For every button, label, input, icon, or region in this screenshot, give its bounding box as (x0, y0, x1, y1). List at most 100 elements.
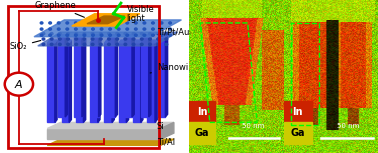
Circle shape (74, 34, 77, 36)
Bar (104, 43, 112, 122)
Polygon shape (82, 35, 84, 117)
Polygon shape (87, 16, 125, 24)
Circle shape (132, 43, 135, 45)
Polygon shape (91, 35, 101, 37)
Bar (76, 43, 84, 122)
Circle shape (42, 38, 45, 40)
Circle shape (165, 38, 167, 40)
Circle shape (116, 38, 118, 40)
Polygon shape (147, 40, 157, 43)
Bar (91, 37, 99, 117)
Bar (124, 37, 132, 117)
Circle shape (49, 34, 51, 36)
Polygon shape (47, 139, 174, 145)
Circle shape (57, 28, 60, 30)
Circle shape (152, 22, 154, 24)
Text: Ga: Ga (195, 128, 209, 138)
Circle shape (100, 34, 103, 36)
Polygon shape (141, 40, 143, 122)
Polygon shape (38, 32, 178, 46)
Polygon shape (132, 35, 134, 117)
Circle shape (50, 38, 53, 40)
Circle shape (152, 28, 154, 30)
Circle shape (149, 33, 151, 35)
Bar (147, 43, 155, 122)
Circle shape (74, 22, 77, 24)
Polygon shape (166, 35, 168, 117)
Bar (119, 43, 126, 122)
Circle shape (165, 33, 167, 35)
Bar (284, 122, 312, 144)
Circle shape (83, 28, 86, 30)
Polygon shape (161, 122, 174, 139)
Polygon shape (115, 35, 118, 117)
Circle shape (83, 33, 86, 35)
Circle shape (49, 28, 51, 30)
Circle shape (165, 43, 167, 45)
Circle shape (157, 33, 160, 35)
Polygon shape (99, 35, 101, 117)
Circle shape (108, 43, 110, 45)
Text: 50 nm: 50 nm (336, 123, 359, 129)
Polygon shape (155, 40, 157, 122)
Text: Si: Si (157, 122, 164, 131)
Circle shape (143, 34, 146, 36)
Circle shape (57, 22, 60, 24)
Circle shape (99, 33, 102, 35)
Circle shape (67, 38, 69, 40)
Text: Ga: Ga (290, 128, 305, 138)
Circle shape (74, 28, 77, 30)
Circle shape (100, 28, 103, 30)
Bar (57, 37, 65, 117)
Circle shape (117, 28, 120, 30)
Circle shape (108, 38, 110, 40)
Circle shape (169, 34, 171, 36)
Circle shape (91, 43, 94, 45)
Circle shape (83, 22, 86, 24)
Circle shape (50, 33, 53, 35)
Bar (8, 6, 159, 148)
Text: $A$: $A$ (14, 78, 23, 90)
Circle shape (75, 43, 77, 45)
Polygon shape (84, 40, 86, 122)
Text: Visible
light: Visible light (127, 5, 154, 23)
Circle shape (42, 33, 45, 35)
Circle shape (5, 73, 33, 96)
Circle shape (160, 28, 163, 30)
Circle shape (50, 43, 53, 45)
Polygon shape (133, 40, 143, 43)
Circle shape (126, 22, 129, 24)
Polygon shape (104, 40, 114, 43)
Polygon shape (90, 40, 100, 43)
Circle shape (109, 28, 112, 30)
Circle shape (160, 22, 163, 24)
Polygon shape (47, 122, 174, 129)
Circle shape (124, 33, 127, 35)
Polygon shape (141, 35, 151, 37)
Bar (189, 101, 215, 122)
Polygon shape (47, 40, 57, 43)
Circle shape (140, 43, 143, 45)
Polygon shape (57, 35, 67, 37)
Circle shape (91, 34, 94, 36)
Circle shape (59, 43, 61, 45)
Circle shape (135, 28, 137, 30)
Polygon shape (112, 40, 114, 122)
Circle shape (40, 28, 43, 30)
Circle shape (132, 33, 135, 35)
Circle shape (108, 33, 110, 35)
Circle shape (91, 38, 94, 40)
Circle shape (83, 43, 86, 45)
Polygon shape (72, 14, 140, 26)
Bar (189, 122, 215, 144)
Circle shape (59, 38, 61, 40)
Circle shape (126, 34, 129, 36)
Circle shape (67, 43, 69, 45)
Circle shape (124, 38, 127, 40)
Bar (133, 43, 141, 122)
Text: Nanowires: Nanowires (150, 63, 201, 73)
Text: 50 nm: 50 nm (242, 123, 265, 129)
Circle shape (75, 33, 77, 35)
Circle shape (117, 22, 120, 24)
Polygon shape (119, 40, 129, 43)
